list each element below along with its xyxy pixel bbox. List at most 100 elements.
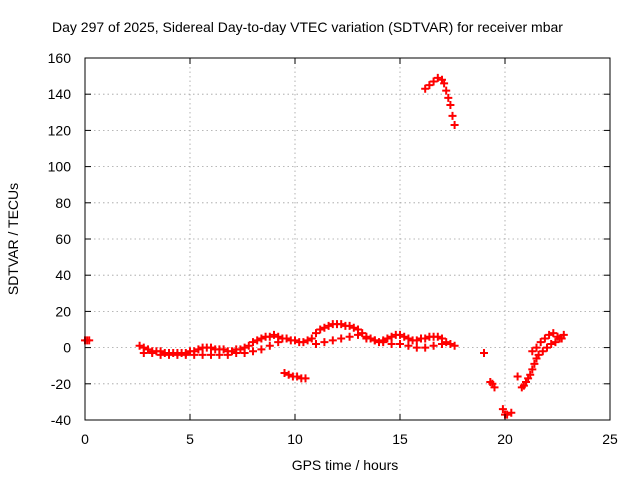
data-point: [540, 334, 549, 343]
data-point: [249, 347, 257, 356]
data-point: [433, 73, 442, 82]
data-point: [440, 79, 449, 88]
data-point: [425, 81, 434, 90]
data-point: [532, 343, 541, 352]
data-point: [207, 343, 215, 352]
data-point: [265, 341, 274, 350]
data-point: [551, 338, 560, 347]
data-point: [144, 345, 152, 354]
data-point: [553, 332, 562, 341]
data-point: [442, 86, 451, 95]
data-point: [379, 338, 388, 347]
data-point: [307, 334, 316, 343]
data-point: [400, 332, 409, 341]
data-point: [249, 338, 257, 347]
data-point: [299, 338, 308, 347]
x-tick-label: 15: [392, 431, 408, 447]
data-point: [312, 329, 320, 338]
data-point: [139, 349, 148, 358]
data-point: [223, 350, 232, 359]
x-tick-label: 25: [602, 431, 618, 447]
data-point: [232, 349, 241, 358]
data-point: [280, 368, 289, 377]
data-point: [536, 338, 545, 347]
data-point: [293, 372, 302, 381]
y-tick-label: 20: [55, 303, 71, 319]
data-point: [190, 350, 199, 359]
data-point: [549, 329, 558, 338]
data-point: [215, 350, 224, 359]
y-tick-label: 160: [48, 50, 72, 66]
data-point: [358, 329, 367, 338]
y-tick-label: -20: [51, 376, 71, 392]
data-point: [316, 325, 325, 334]
data-point: [513, 372, 522, 381]
data-point: [450, 120, 459, 129]
data-point: [507, 408, 516, 417]
data-point: [349, 323, 358, 332]
data-point: [270, 330, 278, 339]
data-point: [538, 347, 547, 356]
data-point: [396, 330, 404, 339]
data-point: [345, 332, 354, 341]
data-point: [337, 334, 346, 343]
data-point: [404, 341, 413, 350]
data-point: [412, 343, 421, 352]
x-tick-label: 5: [186, 431, 194, 447]
y-tick-label: 80: [55, 195, 71, 211]
data-point: [480, 349, 488, 358]
data-point: [528, 347, 537, 356]
chart-title: Day 297 of 2025, Sidereal Day-to-day VTE…: [52, 19, 563, 35]
y-tick-label: 140: [48, 86, 72, 102]
data-point: [530, 359, 539, 368]
data-point: [547, 339, 556, 348]
data-point: [370, 336, 379, 345]
data-point: [320, 323, 329, 332]
data-point: [421, 334, 430, 343]
data-point: [312, 339, 320, 348]
data-point: [412, 336, 421, 345]
data-point: [207, 350, 215, 359]
data-point: [291, 336, 299, 345]
data-point: [438, 339, 446, 348]
data-point: [429, 341, 438, 350]
data-point: [387, 332, 396, 341]
data-point: [362, 334, 371, 343]
data-point: [557, 334, 566, 343]
data-point: [528, 365, 537, 374]
y-tick-label: 40: [55, 267, 71, 283]
data-point: [236, 345, 245, 354]
data-point: [498, 405, 507, 414]
gridlines: [85, 58, 610, 420]
data-point: [446, 339, 455, 348]
data-point: [181, 350, 190, 359]
data-point: [198, 350, 207, 359]
data-point: [448, 111, 457, 120]
data-point: [156, 350, 165, 359]
data-point: [135, 341, 144, 350]
data-point: [450, 341, 459, 350]
data-point: [284, 370, 293, 379]
data-points: [81, 73, 568, 419]
y-tick-label: 0: [63, 340, 71, 356]
data-point: [354, 330, 362, 339]
y-tick-label: 60: [55, 231, 71, 247]
x-tick-label: 20: [497, 431, 513, 447]
data-point: [490, 383, 499, 392]
data-point: [228, 347, 236, 356]
data-point: [345, 321, 354, 330]
data-point: [404, 334, 413, 343]
data-point: [301, 374, 310, 383]
data-point: [421, 343, 430, 352]
data-point: [282, 334, 291, 343]
x-tick-label: 0: [81, 431, 89, 447]
data-point: [320, 338, 329, 347]
data-point: [446, 101, 455, 110]
x-axis-label: GPS time / hours: [292, 457, 399, 473]
data-point: [219, 345, 228, 354]
data-point: [421, 84, 430, 93]
y-tick-label: 120: [48, 122, 72, 138]
data-point: [244, 341, 253, 350]
data-point: [85, 336, 94, 345]
